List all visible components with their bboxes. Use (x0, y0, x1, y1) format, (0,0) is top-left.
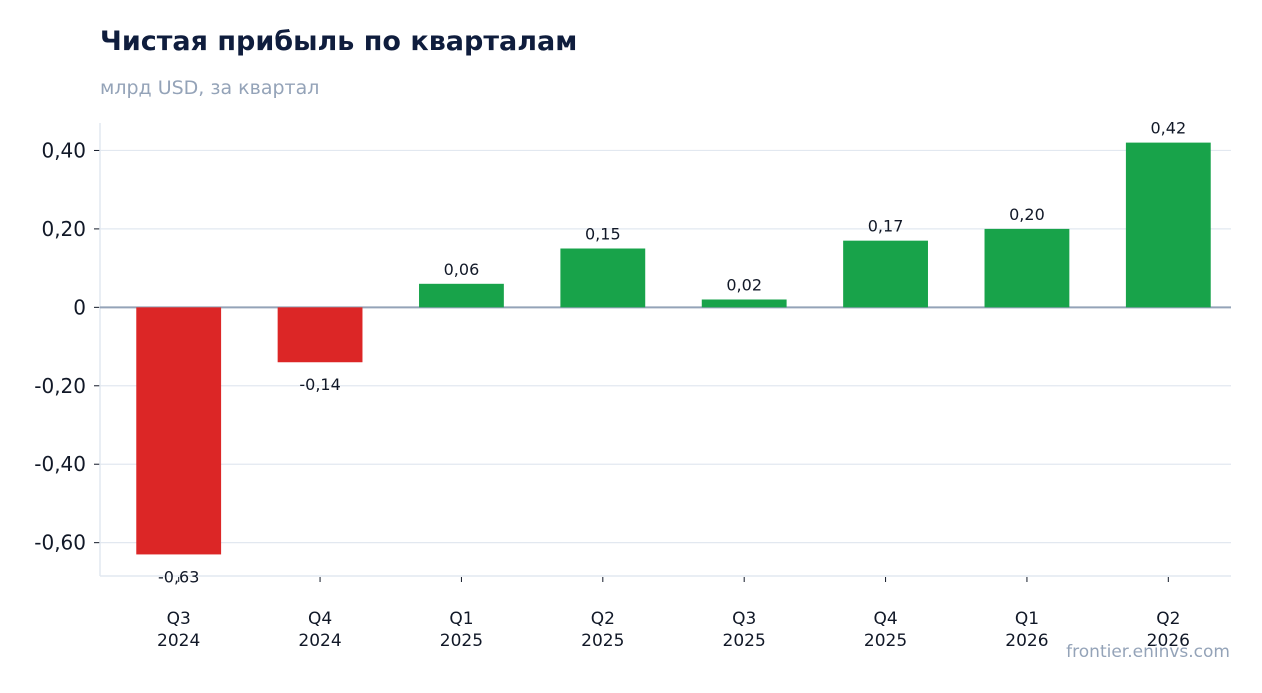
axes (94, 123, 1231, 582)
bar (1125, 142, 1211, 308)
x-tick-label: Q4 (873, 609, 897, 629)
data-label: 0,06 (444, 260, 480, 279)
x-tick-label: 2026 (1147, 631, 1190, 651)
x-tick-label: Q4 (308, 609, 332, 629)
x-tick-label: 2024 (298, 631, 341, 651)
x-tick-labels: Q32024Q42024Q12025Q22025Q32025Q42025Q120… (157, 609, 1190, 651)
y-tick-label: -0,20 (34, 374, 86, 398)
data-label: 0,02 (726, 275, 762, 294)
bars (136, 142, 1211, 555)
x-tick-label: 2024 (157, 631, 200, 651)
chart-subtitle: млрд USD, за квартал (100, 77, 320, 99)
bar (984, 228, 1070, 308)
data-label: -0,14 (299, 375, 340, 394)
bar (843, 240, 928, 308)
y-tick-label: 0,20 (41, 217, 86, 241)
source-label: frontier.eninvs.com (1066, 642, 1230, 662)
data-label: 0,17 (868, 217, 904, 236)
value-labels: -0,63 -0,14 0,06 0,15 0,02 0,17 0,20 0,42 (158, 119, 1186, 587)
bar (136, 307, 222, 555)
bar (560, 248, 646, 308)
y-tick-labels: 0,40 0,20 0 -0,20 -0,40 -0,60 (34, 138, 86, 554)
x-tick-label: 2026 (1005, 631, 1048, 651)
x-tick-label: Q2 (591, 609, 615, 629)
y-tick-label: -0,60 (34, 531, 86, 555)
data-label: 0,20 (1009, 205, 1045, 224)
x-tick-label: Q1 (1015, 609, 1039, 629)
x-tick-label: 2025 (723, 631, 766, 651)
y-tick-label: 0 (73, 295, 86, 319)
y-tick-label: 0,40 (41, 138, 86, 162)
data-label: 0,42 (1151, 119, 1187, 138)
bar (701, 299, 787, 308)
x-tick-label: Q3 (167, 609, 191, 629)
y-tick-label: -0,40 (34, 452, 86, 476)
bar (419, 283, 504, 308)
x-tick-label: 2025 (581, 631, 624, 651)
bar (277, 307, 363, 363)
grid-lines (100, 149, 1231, 544)
chart-title: Чистая прибыль по кварталам (100, 26, 578, 57)
data-label: -0,63 (158, 567, 199, 586)
x-tick-label: 2025 (440, 631, 483, 651)
x-tick-label: Q1 (449, 609, 473, 629)
x-tick-label: Q2 (1156, 609, 1180, 629)
x-tick-label: Q3 (732, 609, 756, 629)
data-label: 0,15 (585, 225, 621, 244)
x-tick-label: 2025 (864, 631, 907, 651)
